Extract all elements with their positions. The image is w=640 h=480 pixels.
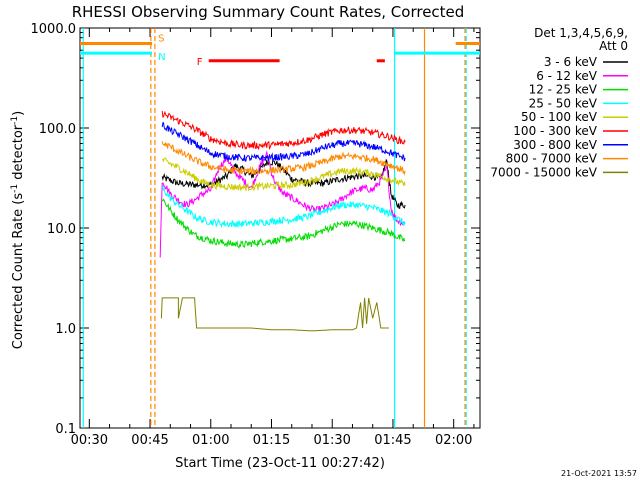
y-axis-label-sup2: -1 <box>10 116 20 125</box>
series-line-7000-15000-kev <box>160 297 389 332</box>
legend-label-100-300-kev: 100 - 300 keV <box>513 124 597 138</box>
x-tick-label: 01:00 <box>192 433 229 448</box>
legend-subheader: Att 0 <box>599 39 628 53</box>
legend-label-800-7000-kev: 800 - 7000 keV <box>506 152 598 166</box>
attenuator-boundaries <box>82 28 467 428</box>
plot-area <box>79 27 481 429</box>
legend-label-50-100-kev: 50 - 100 keV <box>521 110 598 124</box>
flag-label-s: S <box>158 33 164 44</box>
legend-label-7000-15000-kev: 7000 - 15000 keV <box>490 165 597 179</box>
x-tick-label: 02:00 <box>435 433 472 448</box>
axis-ticks <box>80 27 480 429</box>
y-tick-label: 0.1 <box>55 422 76 437</box>
series-line-300-800-kev <box>161 122 406 162</box>
series-line-12-25-kev <box>161 198 406 249</box>
series-group <box>159 110 406 332</box>
legend-label-12-25-kev: 12 - 25 keV <box>529 83 598 97</box>
series-line-800-7000-kev <box>161 141 406 176</box>
x-tick-label: 00:45 <box>131 433 168 448</box>
x-tick-label: 01:15 <box>253 433 290 448</box>
x-axis-label: Start Time (23-Oct-11 00:27:42) <box>175 456 385 471</box>
legend-label-6-12-kev: 6 - 12 keV <box>536 69 598 83</box>
legend-label-25-50-kev: 25 - 50 keV <box>529 96 598 110</box>
x-tick-label: 00:30 <box>71 433 108 448</box>
series-line-100-300-kev <box>161 110 406 151</box>
series-line-50-100-kev <box>161 157 406 192</box>
legend-label-300-800-kev: 300 - 800 keV <box>513 138 597 152</box>
y-axis-label-mid: detector <box>11 124 26 184</box>
y-axis-label: Corrected Count Rate (s-1 detector-1) <box>10 111 26 349</box>
y-axis-label-sup1: -1 <box>10 184 20 193</box>
plot-frame <box>79 27 481 429</box>
chart-title: RHESSI Observing Summary Count Rates, Co… <box>72 3 465 21</box>
y-tick-label: 1.0 <box>55 322 76 337</box>
flag-group: SN F <box>80 33 480 68</box>
flag-label-n: N <box>158 52 165 63</box>
series-line-6-12-kev <box>159 150 406 258</box>
y-tick-label: 100.0 <box>39 122 76 137</box>
legend-header: Det 1,3,4,5,6,9, <box>534 26 628 40</box>
flag-label-f: F <box>197 57 203 68</box>
series-line-25-50-kev <box>161 184 406 229</box>
y-axis-label-main: Corrected Count Rate (s <box>11 193 26 350</box>
y-tick-label: 10.0 <box>47 222 76 237</box>
tick-labels: 1000.0 100.0 10.0 1.0 0.100:30 00:45 01:00 01:1… <box>31 22 473 448</box>
x-tick-label: 01:45 <box>374 433 411 448</box>
y-axis-label-end: ) <box>11 111 26 116</box>
legend-label-3-6-kev: 3 - 6 keV <box>544 55 598 69</box>
y-tick-label: 1000.0 <box>31 22 77 37</box>
x-tick-label: 01:30 <box>313 433 350 448</box>
footer-timestamp: 21-Oct-2021 13:57 <box>561 469 637 478</box>
